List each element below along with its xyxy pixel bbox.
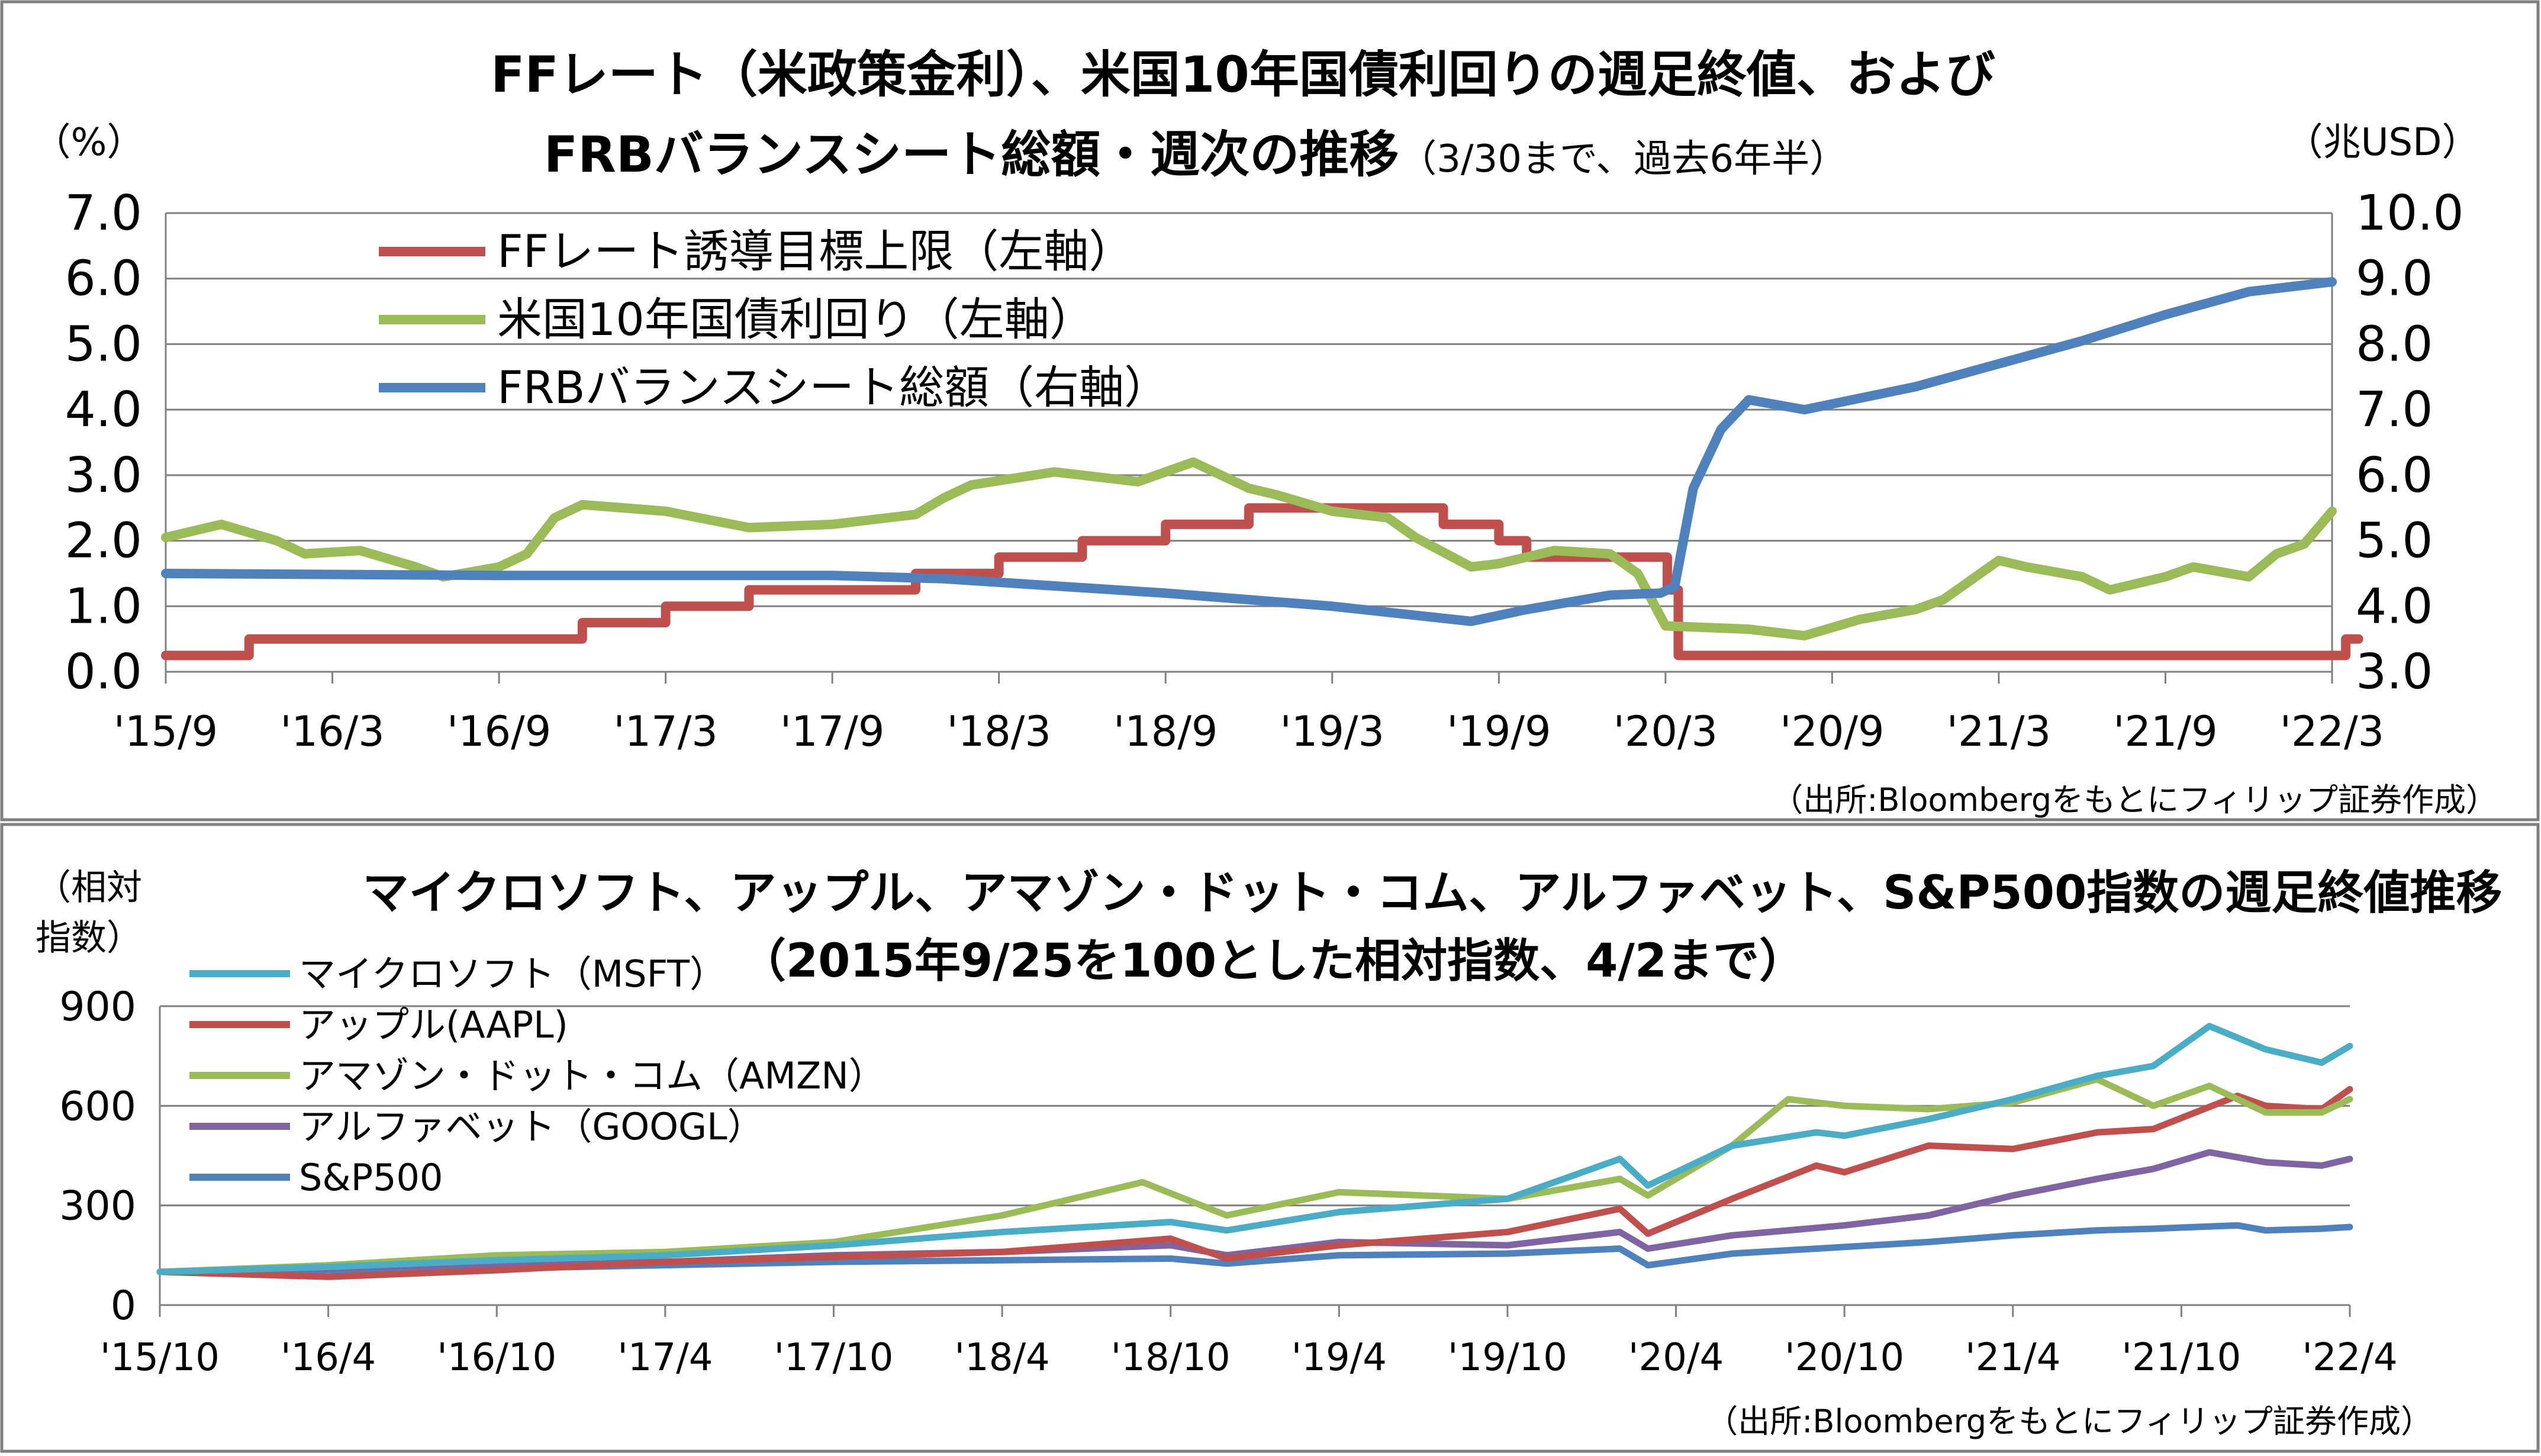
bottom-x-tick-label: '15/10 <box>100 1336 220 1380</box>
bottom-legend-label: アップル(AAPL) <box>299 1003 568 1046</box>
top-x-tick-label: '20/3 <box>1614 707 1718 756</box>
bottom-x-tick-label: '21/4 <box>1965 1336 2060 1380</box>
top-right-tick-label: 4.0 <box>2356 578 2433 634</box>
right-axis-unit: （兆USD） <box>2285 121 2480 165</box>
bottom-x-tick-label: '20/10 <box>1785 1336 1904 1380</box>
top-x-tick-label: '18/9 <box>1113 707 1218 756</box>
top-gridlines <box>165 212 2333 684</box>
bottom-x-tick-label: '18/4 <box>954 1336 1049 1380</box>
top-legend-label: 米国10年国債利回り（左軸） <box>497 293 1094 346</box>
bottom-y-tick-label: 600 <box>59 1083 136 1130</box>
top-chart-svg: FFレート（米政策金利）、米国10年国債利回りの週足終値、および FRBバランス… <box>0 0 2540 822</box>
bottom-x-tick-label: '21/10 <box>2121 1336 2241 1380</box>
bottom-x-tick-label: '16/10 <box>437 1336 556 1380</box>
bottom-x-tick-label: '19/10 <box>1448 1336 1567 1380</box>
bottom-x-tick-label: '20/4 <box>1628 1336 1724 1380</box>
top-right-tick-label: 3.0 <box>2356 644 2433 700</box>
top-left-tick-label: 0.0 <box>65 644 142 700</box>
top-left-tick-label: 7.0 <box>65 185 142 241</box>
top-x-tick-label: '22/3 <box>2280 707 2384 756</box>
bottom-x-tick-label: '22/4 <box>2302 1336 2397 1380</box>
top-left-tick-labels: 0.0 1.0 2.0 3.0 4.0 5.0 6.0 7.0 <box>65 185 142 700</box>
top-source-note: （出所:Bloombergをもとにフィリップ証券作成） <box>1771 781 2498 819</box>
left-axis-unit: （%） <box>33 121 145 165</box>
top-left-tick-label: 2.0 <box>65 513 142 569</box>
bottom-x-tick-labels: '15/10 '16/4 '16/10 '17/4 '17/10 '18/4 '18/10 '… <box>100 1336 2398 1380</box>
bottom-legend-label: アルファベット（GOOGL） <box>299 1105 764 1148</box>
top-title-line1: FFレート（米政策金利）、米国10年国債利回りの週足終値、および <box>491 46 1995 104</box>
top-left-tick-label: 5.0 <box>65 316 142 372</box>
top-series-2-line <box>161 457 2337 641</box>
top-x-tick-label: '16/9 <box>447 707 551 756</box>
bottom-unit-line1: （相対 <box>36 867 142 909</box>
top-title-line2-main: FRBバランスシート総額・週次の推移 <box>544 125 1399 183</box>
top-left-tick-label: 3.0 <box>65 447 142 504</box>
top-x-tick-label: '19/3 <box>1280 707 1384 756</box>
top-x-tick-label: '21/3 <box>1947 707 2051 756</box>
bottom-unit-line2: 指数） <box>36 917 142 959</box>
bottom-title-line2: （2015年9/25を100とした相対指数、4/2まで） <box>740 935 1805 988</box>
bottom-panel-border <box>0 823 2540 1453</box>
top-left-tick-label: 6.0 <box>65 251 142 307</box>
bottom-series-1-line <box>156 1023 2353 1275</box>
top-x-tick-label: '19/9 <box>1447 707 1551 756</box>
bottom-source-note: （出所:Bloombergをもとにフィリップ証券作成） <box>1706 1403 2433 1440</box>
bottom-x-tick-label: '17/10 <box>774 1336 893 1380</box>
top-right-tick-label: 10.0 <box>2356 185 2464 241</box>
top-x-tick-label: '17/9 <box>780 707 884 756</box>
top-right-tick-label: 8.0 <box>2356 316 2433 372</box>
bottom-x-tick-label: '17/4 <box>617 1336 713 1380</box>
bottom-x-tick-label: '16/4 <box>281 1336 376 1380</box>
bottom-series-5-line <box>156 1222 2353 1275</box>
bottom-chart-svg: マイクロソフト、アップル、アマゾン・ドット・コム、アルファベット、S&P500指… <box>0 823 2540 1453</box>
top-legend: FFレート誘導目標上限（左軸） 米国10年国債利回り（左軸） FRBバランスシート総… <box>379 225 1169 414</box>
bottom-series-lines <box>156 1023 2353 1280</box>
top-panel-border <box>0 0 2540 822</box>
top-legend-label: FFレート誘導目標上限（左軸） <box>497 225 1133 278</box>
bottom-series-2-line <box>156 1085 2353 1280</box>
bottom-y-tick-label: 0 <box>111 1283 136 1329</box>
bottom-y-tick-labels: 0 300 600 900 <box>59 984 136 1329</box>
top-chart-panel: FFレート（米政策金利）、米国10年国債利回りの週足終値、および FRBバランス… <box>0 0 2540 822</box>
bottom-y-tick-label: 300 <box>59 1183 136 1230</box>
top-title-line2: FRBバランスシート総額・週次の推移（3/30まで、過去6年半） <box>544 125 1847 183</box>
top-x-tick-label: '20/9 <box>1780 707 1884 756</box>
top-right-tick-labels: 3.0 4.0 5.0 6.0 7.0 8.0 9.0 10.0 <box>2356 185 2464 700</box>
top-x-tick-label: '21/9 <box>2113 707 2217 756</box>
top-x-tick-label: '17/3 <box>613 707 717 756</box>
top-x-tick-label: '16/3 <box>280 707 384 756</box>
top-right-tick-label: 6.0 <box>2356 447 2433 504</box>
bottom-y-tick-label: 900 <box>59 984 136 1030</box>
top-legend-label: FRBバランスシート総額（右軸） <box>497 361 1169 414</box>
bottom-legend-label: マイクロソフト（MSFT） <box>299 952 726 996</box>
top-x-tick-labels: '15/9 '16/3 '16/9 '17/3 '17/9 '18/3 '18/9 '19/3… <box>114 707 2384 756</box>
top-right-tick-label: 7.0 <box>2356 382 2433 438</box>
top-left-tick-label: 1.0 <box>65 578 142 634</box>
top-right-tick-label: 9.0 <box>2356 251 2433 307</box>
top-right-tick-label: 5.0 <box>2356 513 2433 569</box>
bottom-legend-label: アマゾン・ドット・コム（AMZN） <box>299 1054 885 1097</box>
bottom-chart-panel: マイクロソフト、アップル、アマゾン・ドット・コム、アルファベット、S&P500指… <box>0 823 2541 1454</box>
bottom-legend: マイクロソフト（MSFT） アップル(AAPL) アマゾン・ドット・コム（AMZN）… <box>189 952 885 1199</box>
bottom-x-tick-label: '18/10 <box>1111 1336 1231 1380</box>
bottom-series-3-line <box>156 1075 2353 1275</box>
top-x-tick-label: '18/3 <box>946 707 1051 756</box>
bottom-x-tick-label: '19/4 <box>1292 1336 1387 1380</box>
top-series-3-line <box>161 277 2337 626</box>
bottom-legend-label: S&P500 <box>299 1156 443 1199</box>
top-series-lines <box>161 277 2363 661</box>
top-x-tick-label: '15/9 <box>114 707 218 756</box>
top-title-line2-small: （3/30まで、過去6年半） <box>1399 137 1847 181</box>
bottom-title-line1: マイクロソフト、アップル、アマゾン・ドット・コム、アルファベット、S&P500指… <box>363 866 2503 920</box>
top-left-tick-label: 4.0 <box>65 382 142 438</box>
top-series-1-line <box>161 503 2363 661</box>
